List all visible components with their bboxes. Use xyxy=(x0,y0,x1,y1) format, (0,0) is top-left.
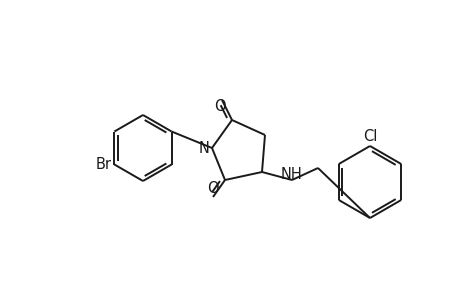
Text: Cl: Cl xyxy=(362,129,376,144)
Text: O: O xyxy=(207,181,218,196)
Text: O: O xyxy=(214,99,225,114)
Text: Br: Br xyxy=(95,157,111,172)
Text: N: N xyxy=(199,140,210,155)
Text: NH: NH xyxy=(280,167,302,182)
